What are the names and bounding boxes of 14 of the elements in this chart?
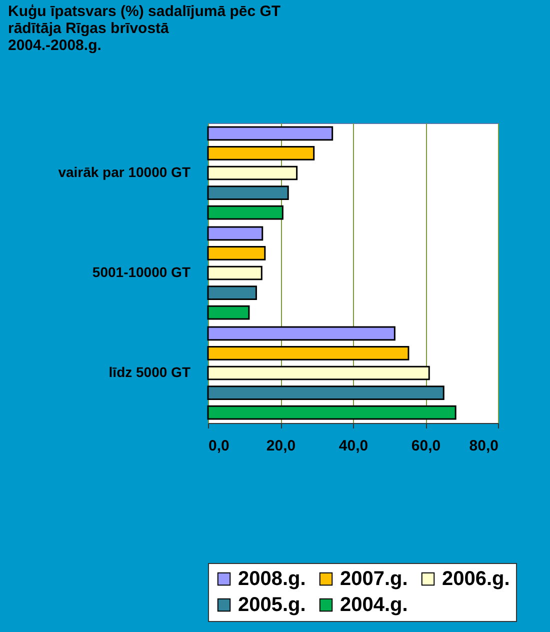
legend-label: 2004.g. [340, 594, 408, 616]
x-tick-label: 80,0 [469, 438, 498, 454]
x-tick-label: 20,0 [266, 438, 296, 454]
y-tick-label: vairāk par 10000 GT [58, 164, 191, 180]
y-tick-label: 5001-10000 GT [92, 264, 191, 280]
legend-label: 2006.g. [442, 568, 510, 590]
legend-label: 2005.g. [238, 594, 306, 616]
x-tick-label: 40,0 [338, 438, 368, 454]
legend-label: 2008.g. [238, 568, 306, 590]
x-tick-label: 0,0 [208, 438, 230, 454]
legend-label: 2007.g. [340, 568, 408, 590]
x-tick-label: 60,0 [411, 438, 441, 454]
chart-title: Kuģu īpatsvars (%) sadalījumā pēc GT rādītāja Rīgas brīvostā 2004.-2008.g. [8, 3, 281, 54]
y-tick-label: līdz 5000 GT [108, 364, 191, 380]
